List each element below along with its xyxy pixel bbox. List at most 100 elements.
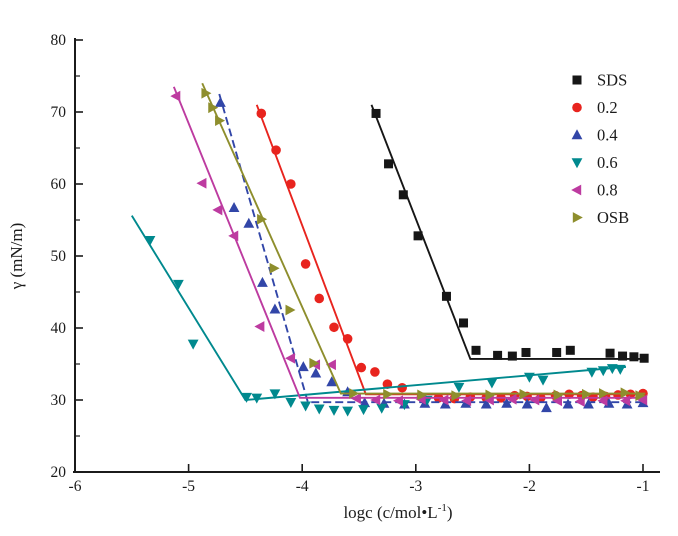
series-0.2-fit-line — [255, 104, 646, 396]
series-0.8-point — [620, 395, 631, 407]
series-0.4-point — [269, 303, 281, 314]
x-tick-label: -1 — [637, 478, 650, 495]
series-0.4-fit-line — [218, 93, 643, 404]
series-0.4-point — [562, 398, 574, 409]
series-0.6-point — [524, 372, 535, 383]
series-OSB-point — [553, 389, 564, 401]
series-0.2-point — [329, 322, 339, 333]
series-0.8-point — [597, 395, 608, 407]
series-0.6-point — [586, 367, 598, 378]
x-tick-label: -2 — [523, 478, 536, 495]
series-0.6-point — [328, 405, 340, 416]
plot-area: -6 -5 -4 -3 -2 -1 20 30 40 50 60 70 80 SDS 0.2 0.4 0.6 0.… — [51, 32, 660, 495]
series-OSB-point — [269, 262, 280, 274]
series-SDS-point — [471, 345, 481, 355]
series-0.6-point — [144, 235, 156, 246]
series-0.4-point — [359, 397, 371, 408]
series-SDS-point — [605, 348, 615, 358]
series-0.6-point — [486, 378, 498, 389]
series-0.2-point — [397, 382, 407, 393]
series-SDS-point — [618, 351, 628, 361]
series-0.8-point — [212, 204, 223, 216]
x-tick-label: -3 — [409, 478, 422, 495]
series-OSB-point — [201, 87, 212, 99]
series-0.6-point — [537, 375, 549, 386]
series-0.2-point — [271, 145, 281, 155]
series-SDS-point — [441, 291, 451, 301]
legend-label-sds: SDS — [597, 71, 627, 90]
series-0.8-point — [370, 394, 381, 406]
series-0.6-point — [614, 364, 626, 375]
series-OSB-point — [599, 388, 610, 399]
series-OSB-point — [215, 115, 226, 127]
series-0.6-point — [187, 339, 199, 350]
series-OSB-point — [485, 389, 496, 401]
x-axis-title-base: logc (c/mol•L — [343, 503, 437, 522]
series-0.4-point — [215, 96, 226, 107]
series-0.2-point — [286, 179, 296, 189]
series-0.6-point — [241, 392, 252, 403]
series-0.8-point — [552, 395, 562, 407]
series-SDS-point — [507, 351, 517, 361]
series-0.8-point — [325, 359, 336, 371]
series-0.4-point — [521, 398, 533, 409]
series-0.6-point — [269, 389, 281, 400]
y-tick-label: 30 — [51, 392, 67, 409]
series-OSB-point — [349, 388, 360, 399]
y-tick-label: 40 — [51, 320, 67, 337]
series-0.4-point — [480, 398, 492, 409]
series-0.2-point — [342, 334, 353, 344]
x-tick-label: -5 — [182, 478, 195, 495]
series-SDS-fit-line — [370, 104, 647, 360]
series-0.8-fit-line — [172, 86, 643, 399]
series-0.8-point — [637, 394, 648, 406]
series-SDS-point — [371, 108, 381, 118]
legend-marker-0.6-icon — [571, 158, 583, 169]
series-0.6-point — [597, 366, 609, 377]
series-0.6-point — [606, 364, 618, 375]
series-OSB-point — [417, 389, 428, 401]
legend-label-0.8: 0.8 — [597, 181, 618, 200]
legend-marker-osb-icon — [572, 212, 583, 223]
series-0.4-point — [310, 367, 322, 378]
series-0.8-point — [228, 230, 239, 242]
y-tick-label: 60 — [51, 176, 67, 193]
x-tick-label: -4 — [296, 478, 309, 495]
series-0.6-point — [342, 406, 354, 417]
legend-marker-0.4-icon — [571, 129, 583, 140]
series-SDS-point — [629, 352, 639, 362]
series-0.8-point — [529, 394, 540, 406]
series-OSB-point — [383, 388, 394, 400]
series-SDS-point — [459, 318, 469, 328]
series-OSB-point — [285, 304, 296, 316]
series-0.4-point — [257, 276, 268, 287]
series-0.4-point — [541, 402, 552, 413]
series-OSB-fit-line — [201, 82, 646, 395]
legend-label-osb: OSB — [597, 208, 629, 227]
legend-marker-0.2-icon — [572, 102, 582, 113]
series-0.2-point — [300, 259, 311, 269]
series-0.8-point — [506, 393, 517, 405]
series-0.6-point — [285, 397, 297, 408]
series-0.4-point — [228, 201, 240, 212]
series-OSB-point — [635, 390, 646, 402]
series-0.6-point — [453, 382, 465, 393]
series-0.8-point — [350, 393, 361, 404]
y-tick-label: 70 — [51, 104, 67, 121]
series-SDS-point — [493, 350, 503, 360]
series-SDS-point — [521, 347, 531, 357]
series-SDS-point — [398, 190, 408, 200]
series-0.4-point — [501, 397, 513, 408]
series-OSB-point — [309, 357, 320, 369]
series-0.2-point — [370, 367, 380, 377]
series-OSB-point — [519, 388, 530, 400]
series-0.8-point — [254, 321, 265, 332]
series-SDS-point — [565, 345, 575, 355]
legend-label-0.2: 0.2 — [597, 98, 618, 117]
series-0.8-point — [196, 177, 207, 189]
series-0.6-point — [376, 403, 388, 414]
series-OSB-point — [257, 213, 268, 225]
series-OSB-point — [620, 387, 631, 399]
series-0.4-point — [583, 398, 594, 409]
